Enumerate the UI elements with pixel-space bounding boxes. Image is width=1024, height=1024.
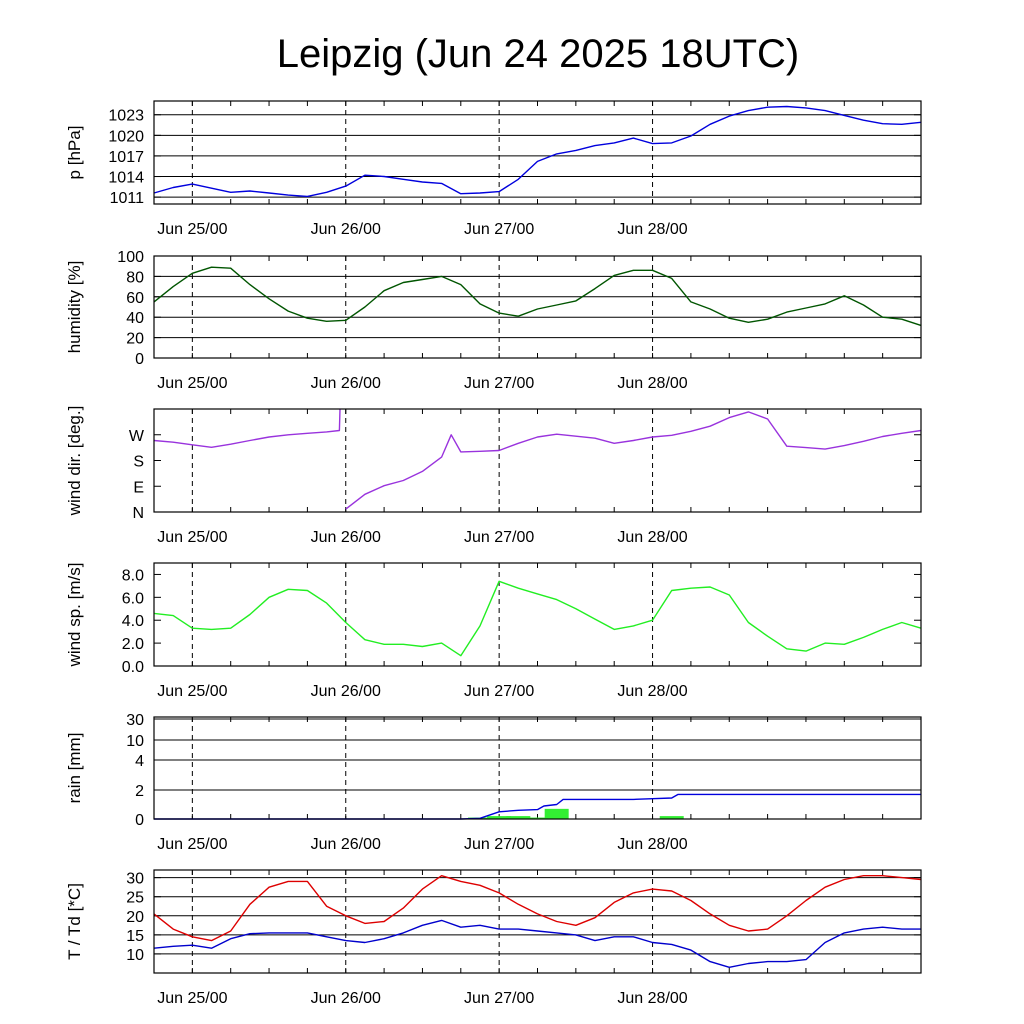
x-tick-label: Jun 25/00: [157, 221, 227, 238]
plot-frame: [153, 869, 922, 974]
y-tick-label: 0.0: [122, 659, 144, 676]
panel-1: 0 20 40 60 80 100 Jun 25/00 Jun 26/00 Jun 27/00 J…: [65, 249, 922, 392]
x-tick-label: Jun 26/00: [311, 836, 381, 853]
plot-frame: [153, 255, 922, 359]
series-line-0: [153, 266, 922, 327]
x-tick-label: Jun 25/00: [157, 529, 227, 546]
x-tick-label: Jun 25/00: [157, 375, 227, 392]
y-tick-label: 0: [135, 812, 144, 829]
y-tick-label: 1020: [108, 128, 144, 145]
panel-4: 0 2 4 10 30 Jun 25/00 Jun 26/00 Jun 27/00 Jun 28…: [65, 712, 922, 853]
plot-frame: [153, 100, 922, 205]
x-tick-label: Jun 26/00: [311, 221, 381, 238]
panel-0: 1011 1014 1017 1020 1023 Jun 25/00 Jun 26/00 Ju…: [65, 100, 922, 238]
y-axis-label: p [hPa]: [65, 126, 84, 180]
y-tick-label: 1011: [110, 190, 145, 207]
y-tick-label: 2.0: [122, 636, 144, 653]
y-tick-label: 20: [126, 909, 144, 926]
rain-bar: [544, 808, 569, 819]
y-axis-label: T / Td [*C]: [65, 883, 84, 960]
rain-bar: [506, 816, 531, 819]
series-line-0: [153, 408, 922, 510]
x-tick-label: Jun 26/00: [311, 990, 381, 1007]
rain-bar: [487, 816, 512, 819]
y-tick-label: 1014: [108, 170, 144, 187]
y-tick-label: S: [133, 454, 144, 471]
y-tick-label: 4.0: [122, 613, 144, 630]
x-tick-label: Jun 27/00: [464, 375, 534, 392]
x-tick-label: Jun 27/00: [464, 683, 534, 700]
y-axis-label: wind sp. [m/s]: [65, 563, 84, 668]
y-tick-label: 1017: [108, 149, 144, 166]
series-line-0: [153, 580, 922, 657]
y-tick-label: 4: [135, 753, 144, 770]
plot-frame: [153, 408, 922, 513]
x-tick-label: Jun 28/00: [617, 221, 687, 238]
y-tick-label: 30: [126, 871, 144, 888]
x-tick-label: Jun 27/00: [464, 221, 534, 238]
x-tick-label: Jun 27/00: [464, 836, 534, 853]
plot-frame: [153, 716, 922, 820]
y-tick-label: 25: [126, 890, 144, 907]
panel-3: 0.0 2.0 4.0 6.0 8.0 Jun 25/00 Jun 26/00 Jun 27/…: [65, 562, 922, 700]
y-tick-label: 6.0: [122, 590, 144, 607]
y-tick-label: W: [129, 428, 145, 445]
x-tick-label: Jun 25/00: [157, 836, 227, 853]
series-line-1: [153, 919, 921, 968]
y-tick-label: 8.0: [122, 567, 144, 584]
y-tick-label: 10: [126, 947, 144, 964]
y-tick-label: 30: [126, 712, 144, 729]
series-line-0: [154, 793, 921, 820]
y-tick-label: 100: [117, 249, 144, 266]
series-line-0: [153, 105, 922, 198]
x-tick-label: Jun 28/00: [617, 990, 687, 1007]
rain-bar: [525, 817, 550, 819]
y-tick-label: 40: [126, 310, 144, 327]
x-tick-label: Jun 28/00: [617, 836, 687, 853]
panel-5: 10 15 20 25 30 Jun 25/00 Jun 26/00 Jun 27/00 Jun…: [65, 869, 922, 1007]
y-tick-label: 0: [135, 351, 144, 368]
x-tick-label: Jun 25/00: [157, 683, 227, 700]
y-tick-label: 80: [126, 269, 144, 286]
x-tick-label: Jun 26/00: [311, 683, 381, 700]
x-tick-label: Jun 27/00: [464, 990, 534, 1007]
chart-title: Leipzig (Jun 24 2025 18UTC): [277, 32, 800, 76]
x-tick-label: Jun 27/00: [464, 529, 534, 546]
y-tick-label: E: [133, 479, 144, 496]
series-line-0: [153, 875, 922, 942]
y-axis-label: humidity [%]: [65, 261, 84, 354]
y-tick-label: 15: [126, 928, 144, 945]
x-tick-label: Jun 28/00: [617, 375, 687, 392]
y-axis-label: rain [mm]: [65, 733, 84, 804]
rain-bar: [659, 816, 684, 819]
y-axis-label: wind dir. [deg.]: [65, 406, 84, 517]
x-tick-label: Jun 28/00: [617, 529, 687, 546]
y-tick-label: 1023: [108, 108, 144, 125]
y-tick-label: 2: [135, 783, 144, 800]
y-tick-label: 60: [126, 290, 144, 307]
y-tick-label: N: [132, 505, 144, 522]
x-tick-label: Jun 25/00: [157, 990, 227, 1007]
x-tick-label: Jun 26/00: [311, 375, 381, 392]
plot-frame: [153, 562, 922, 667]
x-tick-label: Jun 26/00: [311, 529, 381, 546]
x-tick-label: Jun 28/00: [617, 683, 687, 700]
y-tick-label: 10: [126, 733, 144, 750]
y-tick-label: 20: [126, 331, 144, 348]
